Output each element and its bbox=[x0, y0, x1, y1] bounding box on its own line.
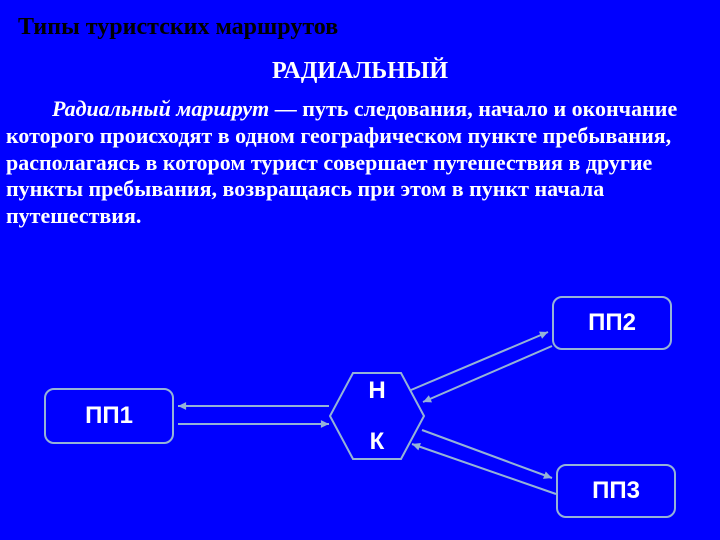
node-pp2: ПП2 bbox=[552, 296, 672, 350]
node-nk: Н К bbox=[329, 372, 425, 460]
node-pp1-label: ПП1 bbox=[85, 402, 133, 430]
body-term: Радиальный маршрут bbox=[52, 96, 269, 121]
node-nk-label-line1: Н bbox=[368, 378, 385, 403]
slide-title: Типы туристских маршрутов bbox=[18, 14, 338, 41]
node-pp3: ПП3 bbox=[556, 464, 676, 518]
node-pp1: ПП1 bbox=[44, 388, 174, 444]
slide: Типы туристских маршрутов РАДИАЛЬНЫЙ Рад… bbox=[0, 0, 720, 540]
slide-subtitle: РАДИАЛЬНЫЙ bbox=[0, 58, 720, 85]
body-paragraph: Радиальный маршрут — путь следования, на… bbox=[6, 96, 720, 230]
node-nk-label-line2: К bbox=[370, 429, 385, 454]
node-pp3-label: ПП3 bbox=[592, 477, 640, 505]
node-nk-label: Н К bbox=[329, 372, 425, 460]
node-pp2-label: ПП2 bbox=[588, 309, 636, 337]
